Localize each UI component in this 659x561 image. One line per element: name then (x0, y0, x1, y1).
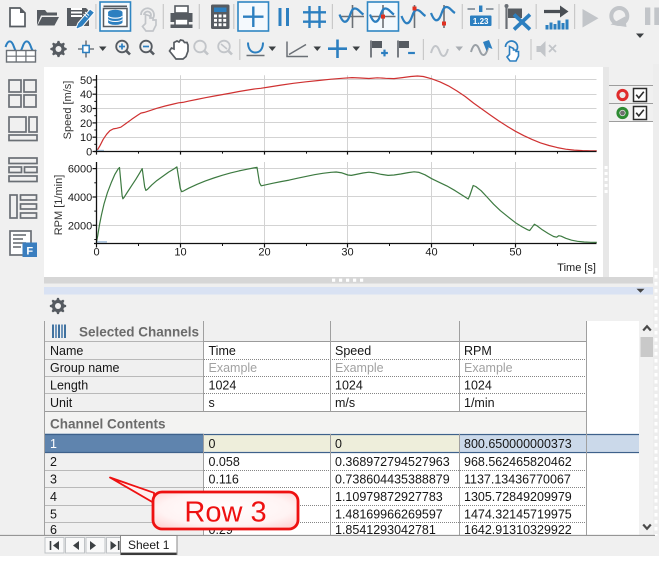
svg-text:1024: 1024 (335, 379, 363, 393)
svg-text:4: 4 (50, 490, 57, 504)
svg-text:Time: Time (209, 344, 236, 358)
svg-text:2: 2 (50, 455, 57, 469)
svg-text:Name: Name (50, 344, 83, 358)
svg-text:20: 20 (80, 118, 92, 130)
svg-text:RPM [1/min]: RPM [1/min] (53, 175, 65, 236)
svg-text:0: 0 (209, 437, 216, 451)
svg-text:1137.13436770067: 1137.13436770067 (464, 473, 571, 487)
svg-text:3: 3 (50, 473, 57, 487)
svg-text:Example: Example (209, 361, 258, 375)
svg-text:1.8541293042781: 1.8541293042781 (335, 523, 436, 537)
svg-text:10: 10 (174, 247, 186, 259)
svg-text:40: 40 (425, 247, 437, 259)
svg-text:20: 20 (258, 247, 270, 259)
svg-text:Channel Contents: Channel Contents (50, 417, 166, 432)
svg-text:Speed: Speed (335, 344, 371, 358)
svg-text:50: 50 (80, 75, 92, 87)
svg-text:0.368972794527963: 0.368972794527963 (335, 455, 450, 469)
svg-text:Selected Channels: Selected Channels (79, 325, 199, 340)
svg-text:968.562465820462: 968.562465820462 (464, 455, 572, 469)
svg-text:1642.91310329922: 1642.91310329922 (464, 523, 572, 537)
svg-text:1: 1 (50, 437, 57, 451)
svg-text:5: 5 (50, 507, 57, 521)
svg-text:s: s (209, 396, 215, 410)
svg-text:50: 50 (509, 247, 521, 259)
svg-text:Speed [m/s]: Speed [m/s] (62, 81, 74, 140)
svg-text:1305.72849209979: 1305.72849209979 (464, 490, 572, 504)
svg-text:Group name: Group name (50, 361, 120, 375)
svg-text:0: 0 (86, 147, 92, 159)
svg-text:1024: 1024 (209, 379, 237, 393)
svg-text:F: F (26, 246, 33, 258)
svg-text:m/s: m/s (335, 396, 355, 410)
svg-text:2000: 2000 (68, 220, 92, 232)
svg-text:1.48169966269597: 1.48169966269597 (335, 507, 443, 521)
svg-text:40: 40 (80, 89, 92, 101)
svg-text:Row 3: Row 3 (184, 497, 266, 529)
svg-text:6: 6 (50, 523, 57, 537)
svg-text:Example: Example (464, 361, 513, 375)
svg-text:30: 30 (341, 247, 353, 259)
svg-text:6000: 6000 (68, 164, 92, 176)
svg-text:1.23: 1.23 (473, 17, 489, 26)
svg-text:0: 0 (93, 247, 99, 259)
svg-text:Sheet 1: Sheet 1 (128, 538, 170, 552)
svg-text:0.058: 0.058 (209, 455, 240, 469)
svg-text:1.10979872927783: 1.10979872927783 (335, 490, 443, 504)
svg-text:Unit: Unit (50, 396, 73, 410)
svg-text:30: 30 (80, 104, 92, 116)
svg-text:1/min: 1/min (464, 396, 495, 410)
svg-text:Length: Length (50, 379, 88, 393)
svg-text:0.738604435388879: 0.738604435388879 (335, 473, 450, 487)
svg-text:1024: 1024 (464, 379, 492, 393)
svg-text:0.116: 0.116 (209, 473, 239, 487)
svg-text:10: 10 (80, 132, 92, 144)
svg-text:Time [s]: Time [s] (557, 262, 596, 274)
svg-text:0: 0 (335, 437, 342, 451)
svg-text:Example: Example (335, 361, 384, 375)
svg-text:1474.32145719975: 1474.32145719975 (464, 507, 572, 521)
svg-text:800.650000000373: 800.650000000373 (464, 437, 572, 451)
svg-text:4000: 4000 (68, 192, 92, 204)
svg-text:RPM: RPM (464, 344, 492, 358)
